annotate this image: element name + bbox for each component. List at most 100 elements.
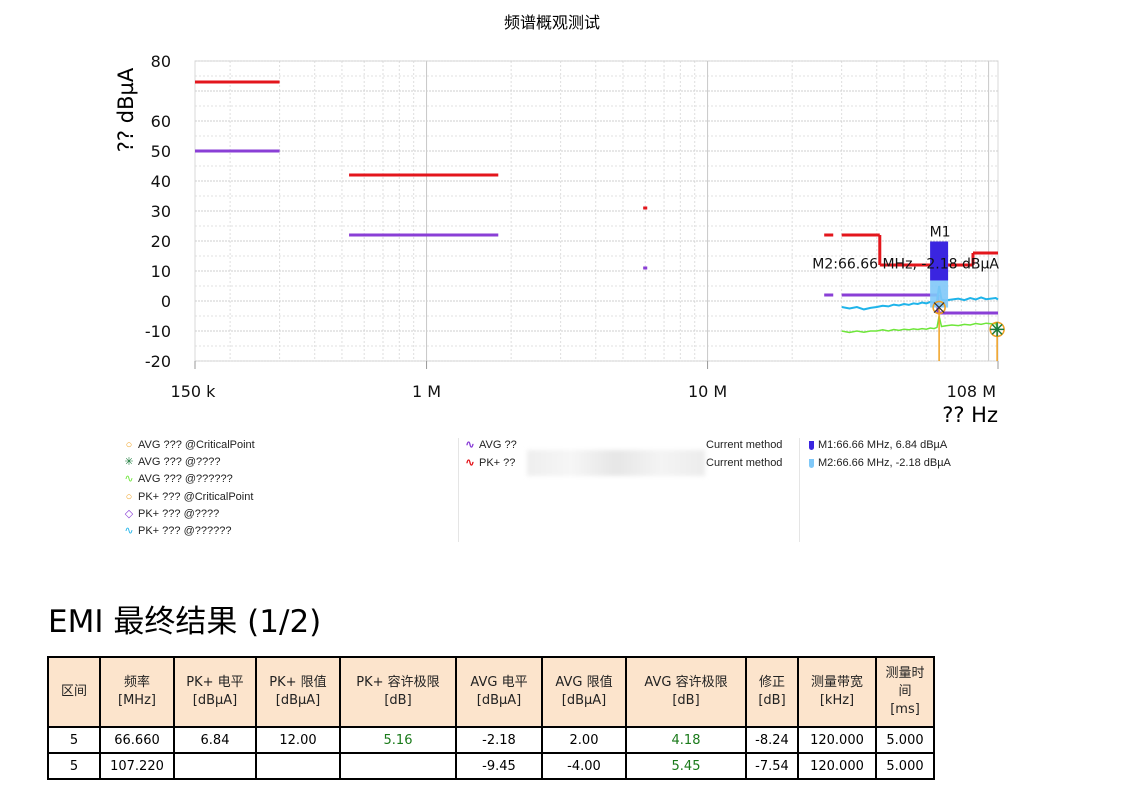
avg-trace-line <box>841 315 999 334</box>
table-header-cell: AVG 电平 [dBµA] <box>455 656 543 728</box>
critical-point-star <box>990 322 1005 337</box>
blurred-region <box>527 450 705 476</box>
legend-item: ✳ AVG ??? @???? <box>122 454 221 470</box>
purple-diamond-icon: ◇ <box>124 507 134 520</box>
table-cell <box>339 752 457 780</box>
table-cell: 5.16 <box>339 726 457 754</box>
table-header-cell: 频率 [MHz] <box>99 656 175 728</box>
spectrum-chart: M1 M2:66.66 MHz, -2.18 dBµA 80 60 50 40 30 20 1… <box>114 13 1005 427</box>
table-header-cell: 测量时间 [ms] <box>875 656 935 728</box>
table-cell: 2.00 <box>541 726 627 754</box>
y-tick-label: 60 <box>151 112 171 131</box>
orange-circle-icon: ○ <box>125 490 133 503</box>
marker-m1-label: M1 <box>930 224 951 240</box>
header-label: PK+ 电平 <box>186 675 244 690</box>
header-unit: [dBµA] <box>275 693 321 708</box>
table-header-cell: AVG 限值 [dBµA] <box>541 656 627 728</box>
x-tick-label: 108 M <box>947 382 996 401</box>
blue-wave-icon: ∿ <box>124 525 134 537</box>
legend-label: M2:66.66 MHz, -2.18 dBµA <box>818 457 951 469</box>
table-header-cell: PK+ 电平 [dBµA] <box>173 656 257 728</box>
table-header-cell: PK+ 限值 [dBµA] <box>255 656 341 728</box>
legend-label: AVG ??? @???? <box>138 456 221 469</box>
y-tick-label: 10 <box>151 262 171 281</box>
x-axis-label: ?? Hz <box>942 403 998 427</box>
y-tick-label: 40 <box>151 172 171 191</box>
table-cell: 120.000 <box>797 726 877 754</box>
legend-label: AVG ??? @?????? <box>138 473 233 486</box>
table-cell: 6.84 <box>173 726 257 754</box>
table-cell: -8.24 <box>745 726 799 754</box>
table-cell: 4.18 <box>625 726 747 754</box>
legend-item: ○ PK+ ??? @CriticalPoint <box>122 489 254 505</box>
purple-wave-icon: ∿ <box>465 439 475 451</box>
legend-label: AVG ??? @CriticalPoint <box>138 439 255 451</box>
legend-label: PK+ ??? @CriticalPoint <box>138 490 254 503</box>
table-cell: -9.45 <box>455 752 543 780</box>
marker-m2-icon <box>806 455 816 471</box>
header-unit: [dBµA] <box>476 693 522 708</box>
header-label: AVG 电平 <box>470 675 528 690</box>
table-header-cell: 修正 [dB] <box>745 656 799 728</box>
table-cell: 107.220 <box>99 752 175 780</box>
legend-item: ∿ PK+ ??? @?????? <box>122 523 231 539</box>
legend-item: ∿ AVG ??? @?????? <box>122 471 233 487</box>
results-table: 区间 频率 [MHz] PK+ 电平 [dBµA] PK+ 限值 [dBµA] PK+ 容许极… <box>47 656 935 780</box>
header-label: PK+ 限值 <box>269 675 327 690</box>
marker-m1-icon <box>806 437 816 453</box>
header-label: 测量带宽 <box>810 675 863 690</box>
y-tick-label: 0 <box>161 292 171 311</box>
marker-m2-label: M2:66.66 MHz, -2.18 dBµA <box>812 257 999 273</box>
table-row: 5 107.220 -9.45 -4.00 5.45 -7.54 120.000 5.000 <box>47 752 935 780</box>
green-star-icon: ✳ <box>124 456 134 469</box>
y-tick-label: 30 <box>151 202 171 221</box>
table-header-row: 区间 频率 [MHz] PK+ 电平 [dBµA] PK+ 限值 [dBµA] PK+ 容许极… <box>47 656 935 728</box>
header-label: 修正 <box>758 675 785 690</box>
legend-label: M1:66.66 MHz, 6.84 dBµA <box>818 439 948 451</box>
legend-divider <box>458 438 459 542</box>
table-header-cell: AVG 容许极限 [dB] <box>625 656 747 728</box>
header-unit: [dBµA] <box>561 693 607 708</box>
legend-label: PK+ ??? @???? <box>138 507 220 520</box>
header-label: 区间 <box>60 684 87 699</box>
y-tick-label: 20 <box>151 232 171 251</box>
y-tick-label: 80 <box>151 52 171 71</box>
table-cell: 5 <box>47 726 101 754</box>
table-header-cell: PK+ 容许极限 [dB] <box>339 656 457 728</box>
y-tick-label: -10 <box>145 322 171 341</box>
table-cell: 12.00 <box>255 726 341 754</box>
marker-m1-bar <box>930 241 949 281</box>
header-label: AVG 限值 <box>555 675 613 690</box>
results-title: EMI 最终结果 (1/2) <box>48 604 322 640</box>
legend-label: PK+ ??? @?????? <box>138 525 232 537</box>
pk-trace-line <box>841 285 999 311</box>
orange-circle-icon: ○ <box>125 439 133 451</box>
chart-title: 频谱概观测试 <box>504 13 600 32</box>
legend-label: AVG ?? <box>479 439 517 451</box>
header-unit: [kHz] <box>819 693 855 708</box>
header-unit: [dB] <box>384 693 412 708</box>
table-cell: 5.000 <box>875 726 935 754</box>
legend-item: ○ AVG ??? @CriticalPoint <box>122 437 255 453</box>
table-cell <box>255 752 341 780</box>
table-header-cell: 测量带宽 [kHz] <box>797 656 877 728</box>
table-cell: 66.660 <box>99 726 175 754</box>
header-label: 测量时间 <box>885 666 925 699</box>
legend-item: ◇ PK+ ??? @???? <box>122 506 219 522</box>
table-cell: 5.45 <box>625 752 747 780</box>
critical-point-cross <box>933 302 945 313</box>
legend-divider <box>799 438 800 542</box>
table-cell: -7.54 <box>745 752 799 780</box>
header-unit: [ms] <box>890 702 920 717</box>
critical-point-circle <box>932 300 946 315</box>
header-unit: [dB] <box>758 693 786 708</box>
marker-m2-bar <box>930 280 949 308</box>
green-wave-icon: ∿ <box>124 473 134 486</box>
legend-method-label: Current method <box>706 439 783 451</box>
legend-label: PK+ ?? <box>479 457 516 469</box>
y-tick-label: 50 <box>151 142 171 161</box>
header-label: PK+ 容许极限 <box>356 675 440 690</box>
y-tick-label: -20 <box>145 352 171 371</box>
red-wave-icon: ∿ <box>465 457 475 469</box>
legend-item: M1:66.66 MHz, 6.84 dBµA <box>806 437 947 453</box>
